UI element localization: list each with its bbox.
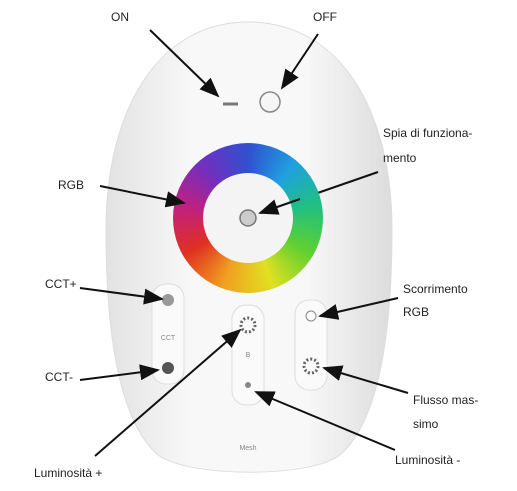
remote-text: B bbox=[246, 352, 251, 359]
label: Flusso mas- bbox=[413, 393, 478, 407]
label: Scorrimento bbox=[403, 282, 468, 296]
label: simo bbox=[413, 417, 439, 431]
label: ON bbox=[111, 10, 129, 24]
label: Luminosità + bbox=[34, 466, 102, 480]
wheel-center bbox=[203, 173, 293, 263]
remote-text: Mesh bbox=[239, 445, 256, 452]
label: mento bbox=[383, 151, 417, 165]
label: CCT+ bbox=[45, 277, 77, 291]
cct-minus-button[interactable] bbox=[162, 362, 174, 374]
label: OFF bbox=[313, 10, 337, 24]
page: CCT B Mesh ON OFF Spia di funziona- ment… bbox=[0, 0, 517, 491]
button-group bbox=[295, 300, 327, 390]
cct-plus-button[interactable] bbox=[162, 294, 174, 306]
off-button[interactable] bbox=[260, 92, 280, 112]
label: RGB bbox=[403, 305, 429, 319]
label: Spia di funziona- bbox=[383, 126, 472, 140]
label: RGB bbox=[58, 178, 84, 192]
color-wheel[interactable] bbox=[173, 143, 323, 293]
brightness-minus-button[interactable] bbox=[245, 382, 251, 388]
remote-text: CCT bbox=[161, 335, 176, 342]
label: CCT- bbox=[45, 370, 73, 384]
label: Luminosità - bbox=[395, 453, 460, 467]
